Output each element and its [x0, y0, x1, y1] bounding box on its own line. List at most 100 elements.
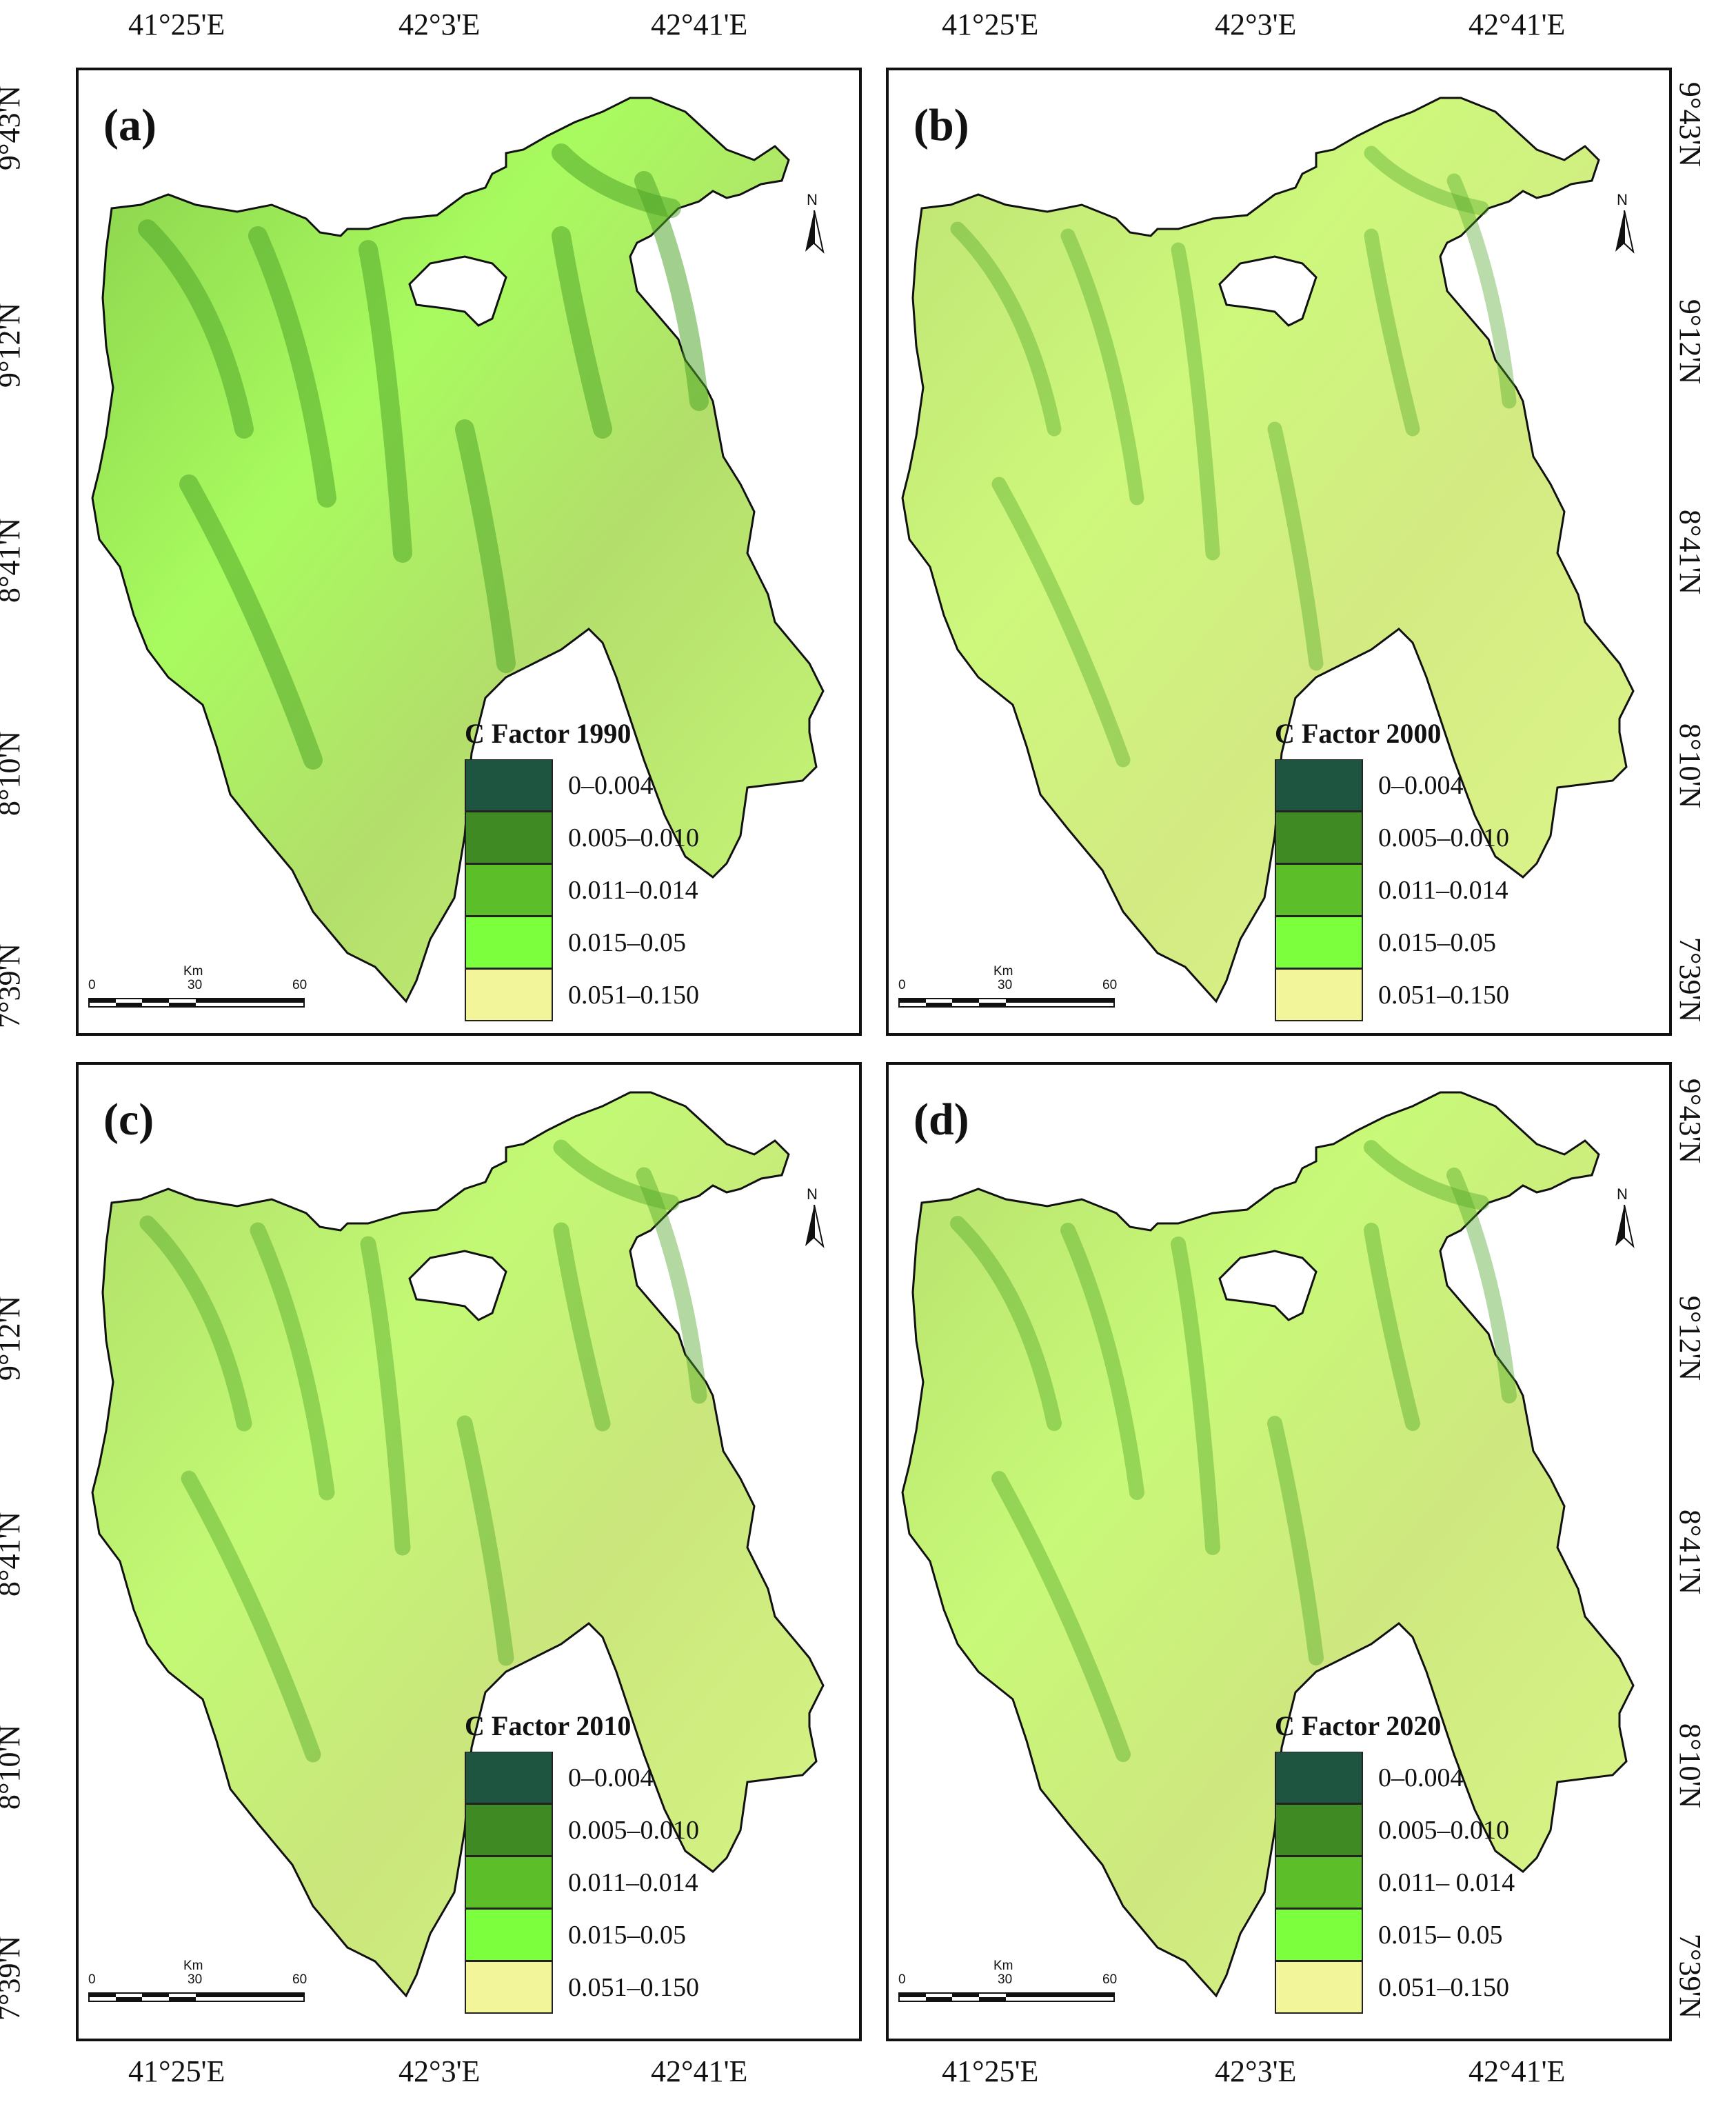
- legend-swatch: [1275, 1961, 1363, 2014]
- legend-class-label: 0.051–0.150: [568, 1973, 699, 2002]
- scale-unit: Km: [183, 1959, 203, 1973]
- map-panel-b: (b) N C Factor 2000 0–0.004 0.005–0.010 0.011…: [886, 68, 1672, 1036]
- map-panel-d: (d) N C Factor 2020 0–0.004 0.005–0.010 0.011…: [886, 1062, 1672, 2041]
- panel-letter: (a): [103, 100, 157, 150]
- vegetation-streak: [1060, 228, 1144, 506]
- c-factor-legend: C Factor 2000 0–0.004 0.005–0.010 0.011–0.0…: [1275, 717, 1509, 1021]
- scale-tick: 60: [292, 978, 307, 992]
- lon-label-bottom-c-3: 42°41'E: [651, 2054, 748, 2088]
- lat-label-right-d-5: 7°39'N: [1673, 1933, 1708, 2019]
- legend-swatch: [1275, 864, 1363, 917]
- panel-letter: (c): [103, 1094, 154, 1145]
- legend-row: 0.051–0.150: [1275, 1961, 1515, 2014]
- legend-class-label: 0.051–0.150: [568, 981, 699, 1010]
- legend-class-label: 0.005–0.010: [568, 823, 699, 852]
- legend-row: 0–0.004: [465, 1752, 699, 1804]
- legend-swatch: [1275, 969, 1363, 1021]
- legend-swatch: [465, 759, 553, 812]
- legend-class-label: 0.005–0.010: [1378, 823, 1509, 852]
- lat-label-left-a-5: 7°39'N: [0, 943, 27, 1029]
- lat-label-left-c-1: 9°12'N: [0, 1295, 27, 1381]
- lon-label-top-b-3: 42°41'E: [1468, 8, 1566, 41]
- vegetation-streak: [1446, 173, 1517, 409]
- north-label: N: [807, 191, 818, 208]
- legend-row: 0.005–0.010: [1275, 812, 1509, 864]
- legend-swatch: [1275, 1856, 1363, 1909]
- scale-tick: 60: [1102, 978, 1118, 992]
- vegetation-streak: [455, 419, 516, 673]
- vegetation-streak: [1364, 1223, 1420, 1431]
- legend-row: 0.005–0.010: [465, 1804, 699, 1856]
- legend-swatch: [1275, 917, 1363, 969]
- lat-label-right-d-2: 9°12'N: [1673, 1295, 1708, 1381]
- lat-label-right-d-4: 8°10'N: [1673, 1723, 1708, 1809]
- scale-tick: 0: [898, 978, 906, 992]
- legend-row: 0–0.004: [1275, 1752, 1515, 1804]
- legend-swatch: [1275, 812, 1363, 864]
- legend-class-label: 0–0.004: [1378, 1763, 1464, 1792]
- legend-class-label: 0.015– 0.05: [1378, 1921, 1503, 1950]
- legend-class-label: 0–0.004: [1378, 771, 1464, 800]
- vegetation-streak: [1267, 421, 1324, 671]
- vegetation-streak: [636, 1167, 707, 1404]
- vegetation-streak: [553, 1222, 611, 1432]
- vegetation-streak: [456, 1415, 514, 1666]
- vegetation-streak: [181, 1470, 321, 1763]
- legend-row: 0.011– 0.014: [1275, 1856, 1515, 1909]
- lat-label-right-b-2: 9°12'N: [1673, 299, 1708, 385]
- vegetation-streak: [1060, 1223, 1144, 1500]
- vegetation-streak: [950, 221, 1062, 437]
- legend-title: C Factor 2010: [465, 1710, 632, 1741]
- legend-swatch: [1275, 1752, 1363, 1804]
- vegetation-streak: [359, 240, 412, 563]
- c-factor-legend: C Factor 2020 0–0.004 0.005–0.010 0.011– 0.…: [1275, 1710, 1515, 2014]
- legend-class-label: 0.011–0.014: [568, 1868, 698, 1897]
- lat-label-left-a-2: 9°12'N: [0, 302, 27, 388]
- study-area-map: [91, 1091, 825, 1998]
- vegetation-streak: [991, 477, 1131, 768]
- lat-label-left-a-3: 8°41'N: [0, 517, 27, 603]
- legend-swatch: [465, 1909, 553, 1961]
- scale-tick: 30: [998, 978, 1013, 992]
- lat-label-right-b-1: 9°43'N: [1673, 81, 1708, 168]
- panel-letter: (b): [914, 100, 969, 150]
- study-area-outline: [91, 97, 825, 1003]
- legend-class-label: 0.015–0.05: [568, 1921, 686, 1950]
- legend-swatch: [465, 969, 553, 1021]
- legend-row: 0.051–0.150: [1275, 969, 1509, 1021]
- north-label: N: [1617, 191, 1628, 208]
- legend-swatch: [465, 864, 553, 917]
- scale-tick: 30: [188, 978, 203, 992]
- lon-label-top-b-2: 42°3'E: [1215, 8, 1297, 41]
- study-area-outline: [901, 1091, 1635, 1998]
- map-panel-a: (a) N C Factor 1990 0–0.004 0.005–0.010 0.011…: [76, 68, 862, 1036]
- c-factor-legend: C Factor 2010 0–0.004 0.005–0.010 0.011–0.0…: [465, 1710, 699, 2014]
- legend-swatch: [1275, 759, 1363, 812]
- study-area-outline: [901, 97, 1635, 1003]
- lat-label-right-b-3: 8°41'N: [1673, 509, 1708, 595]
- lat-label-left-a-4: 8°10'N: [0, 730, 27, 817]
- legend-title: C Factor 2000: [1275, 718, 1442, 749]
- legend-title: C Factor 1990: [465, 718, 632, 749]
- legend-row: 0.051–0.150: [465, 969, 699, 1021]
- legend-swatch: [465, 1856, 553, 1909]
- lat-label-right-d-3: 8°41'N: [1673, 1509, 1708, 1595]
- lon-label-top-a-3: 42°41'E: [651, 8, 748, 41]
- map-panel-c: (c) N C Factor 2010 0–0.004 0.005–0.010 0.011…: [76, 1062, 862, 2041]
- scale-unit: Km: [183, 964, 203, 979]
- legend-class-label: 0.015–0.05: [1378, 928, 1496, 957]
- legend-class-label: 0.051–0.150: [1378, 981, 1509, 1010]
- vegetation-streak: [360, 1236, 411, 1556]
- vegetation-streak: [1267, 1416, 1324, 1665]
- legend-class-label: 0.005–0.010: [1378, 1816, 1509, 1845]
- legend-class-label: 0.011–0.014: [1378, 876, 1508, 905]
- legend-title: C Factor 2020: [1275, 1710, 1442, 1741]
- vegetation-streak: [179, 474, 323, 770]
- lon-label-bottom-c-1: 41°25'E: [128, 2054, 225, 2088]
- north-label: N: [1617, 1185, 1628, 1203]
- vegetation-streak: [552, 226, 612, 439]
- scale-tick: 0: [88, 978, 96, 992]
- lat-label-right-d-1: 9°43'N: [1673, 1078, 1708, 1164]
- study-area-map: [901, 97, 1635, 1003]
- scale-tick: 30: [188, 1972, 203, 1987]
